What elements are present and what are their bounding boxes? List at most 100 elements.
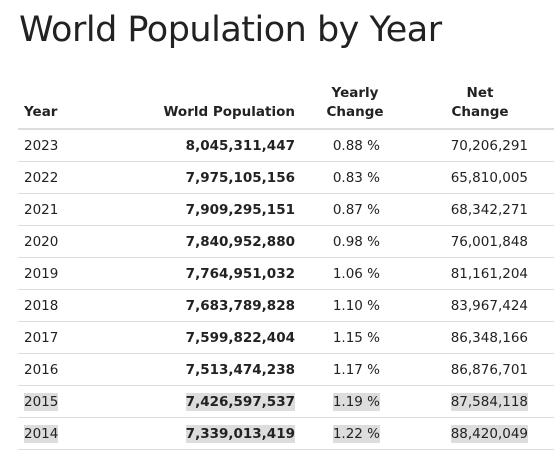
yearly-change-cell: 0.83 % [304, 161, 406, 194]
net-change-cell-value: 65,810,005 [450, 169, 528, 186]
yearly-change-cell-value: 1.06 % [332, 265, 380, 282]
year-cell: 2023 [18, 129, 112, 162]
net-change-cell-value: 88,420,049 [450, 424, 528, 443]
net-change-cell: 76,001,848 [406, 225, 554, 258]
header-row: Year World Population Yearly Change Net Ch… [18, 80, 554, 130]
yearly-change-cell-value: 1.10 % [332, 297, 380, 314]
net-change-cell-value: 81,161,204 [450, 265, 528, 282]
world-population-cell: 8,045,311,447 [112, 129, 304, 162]
yearly-change-cell: 1.06 % [304, 257, 406, 290]
year-cell: 2020 [18, 225, 112, 258]
column-header-world-population[interactable]: World Population [112, 80, 304, 130]
world-population-cell-value: 7,840,952,880 [185, 233, 295, 250]
net-change-cell: 87,584,118 [406, 385, 554, 418]
year-cell-value: 2015 [24, 392, 59, 411]
table-header: Year World Population Yearly Change Net Ch… [18, 80, 554, 130]
column-header-yearly-change[interactable]: Yearly Change [304, 80, 406, 130]
yearly-change-cell: 1.10 % [304, 289, 406, 322]
net-change-cell-value: 86,876,701 [450, 361, 528, 378]
net-change-cell-value: 87,584,118 [450, 392, 528, 411]
table-row: 2014 7,339,013,419 1.22 % 88,420,049 [18, 417, 554, 450]
world-population-cell-value: 7,513,474,238 [185, 361, 295, 378]
table-row: 2021 7,909,295,151 0.87 % 68,342,271 [18, 193, 554, 226]
world-population-cell: 7,840,952,880 [112, 225, 304, 258]
net-change-cell-value: 83,967,424 [450, 297, 528, 314]
year-cell-value: 2014 [24, 424, 59, 443]
table-row: 2020 7,840,952,880 0.98 % 76,001,848 [18, 225, 554, 258]
year-cell-value: 2021 [24, 201, 59, 218]
yearly-change-cell: 0.98 % [304, 225, 406, 258]
year-cell: 2014 [18, 417, 112, 450]
page-title: World Population by Year [19, 10, 442, 50]
world-population-cell: 7,683,789,828 [112, 289, 304, 322]
yearly-change-cell-value: 1.22 % [332, 424, 380, 443]
world-population-cell: 7,599,822,404 [112, 321, 304, 354]
year-cell: 2016 [18, 353, 112, 386]
net-change-cell: 83,967,424 [406, 289, 554, 322]
year-cell-value: 2018 [24, 297, 59, 314]
world-population-cell-value: 7,339,013,419 [185, 424, 295, 443]
year-cell: 2017 [18, 321, 112, 354]
net-change-cell: 70,206,291 [406, 129, 554, 162]
year-cell-value: 2016 [24, 361, 59, 378]
yearly-change-cell-value: 0.83 % [332, 169, 380, 186]
world-population-cell-value: 7,764,951,032 [185, 265, 295, 282]
year-cell: 2015 [18, 385, 112, 418]
world-population-cell: 7,909,295,151 [112, 193, 304, 226]
world-population-cell: 7,339,013,419 [112, 417, 304, 450]
world-population-cell: 7,975,105,156 [112, 161, 304, 194]
column-header-year[interactable]: Year [18, 80, 112, 130]
yearly-change-cell-value: 0.87 % [332, 201, 380, 218]
net-change-cell: 65,810,005 [406, 161, 554, 194]
year-cell-value: 2022 [24, 169, 59, 186]
year-cell: 2021 [18, 193, 112, 226]
table-row: 2016 7,513,474,238 1.17 % 86,876,701 [18, 353, 554, 386]
yearly-change-cell-value: 0.88 % [332, 137, 380, 154]
world-population-cell-value: 7,426,597,537 [185, 392, 295, 411]
world-population-cell-value: 7,909,295,151 [185, 201, 295, 218]
net-change-cell: 88,420,049 [406, 417, 554, 450]
yearly-change-cell-value: 1.15 % [332, 329, 380, 346]
yearly-change-cell: 1.19 % [304, 385, 406, 418]
table-row: 2023 8,045,311,447 0.88 % 70,206,291 [18, 129, 554, 162]
world-population-cell-value: 7,599,822,404 [185, 329, 295, 346]
world-population-cell-value: 7,975,105,156 [185, 169, 295, 186]
net-change-cell: 81,161,204 [406, 257, 554, 290]
world-population-cell-value: 8,045,311,447 [185, 137, 295, 154]
net-change-cell-value: 70,206,291 [450, 137, 528, 154]
year-cell: 2022 [18, 161, 112, 194]
yearly-change-cell: 1.17 % [304, 353, 406, 386]
net-change-cell-value: 86,348,166 [450, 329, 528, 346]
column-header-net-change[interactable]: Net Change [406, 80, 554, 130]
year-cell: 2019 [18, 257, 112, 290]
column-header-yearly-change-label: Yearly Change [326, 85, 384, 120]
table-row: 2018 7,683,789,828 1.10 % 83,967,424 [18, 289, 554, 322]
yearly-change-cell-value: 1.19 % [332, 392, 380, 411]
world-population-cell: 7,764,951,032 [112, 257, 304, 290]
world-population-cell: 7,513,474,238 [112, 353, 304, 386]
net-change-cell: 68,342,271 [406, 193, 554, 226]
year-cell-value: 2019 [24, 265, 59, 282]
table-body: 2023 8,045,311,447 0.88 % 70,206,291 2022 7,9… [18, 129, 554, 450]
table-row: 2015 7,426,597,537 1.19 % 87,584,118 [18, 385, 554, 418]
net-change-cell: 86,876,701 [406, 353, 554, 386]
year-cell-value: 2017 [24, 329, 59, 346]
yearly-change-cell: 1.22 % [304, 417, 406, 450]
table-row: 2017 7,599,822,404 1.15 % 86,348,166 [18, 321, 554, 354]
world-population-cell: 7,426,597,537 [112, 385, 304, 418]
table-row: 2019 7,764,951,032 1.06 % 81,161,204 [18, 257, 554, 290]
column-header-net-change-label: Net Change [451, 85, 509, 120]
net-change-cell: 86,348,166 [406, 321, 554, 354]
yearly-change-cell: 1.15 % [304, 321, 406, 354]
yearly-change-cell: 0.88 % [304, 129, 406, 162]
yearly-change-cell-value: 0.98 % [332, 233, 380, 250]
population-table: Year World Population Yearly Change Net Ch… [18, 80, 554, 450]
year-cell: 2018 [18, 289, 112, 322]
net-change-cell-value: 76,001,848 [450, 233, 528, 250]
net-change-cell-value: 68,342,271 [450, 201, 528, 218]
world-population-cell-value: 7,683,789,828 [185, 297, 295, 314]
year-cell-value: 2023 [24, 137, 59, 154]
yearly-change-cell-value: 1.17 % [332, 361, 380, 378]
table-row: 2022 7,975,105,156 0.83 % 65,810,005 [18, 161, 554, 194]
year-cell-value: 2020 [24, 233, 59, 250]
